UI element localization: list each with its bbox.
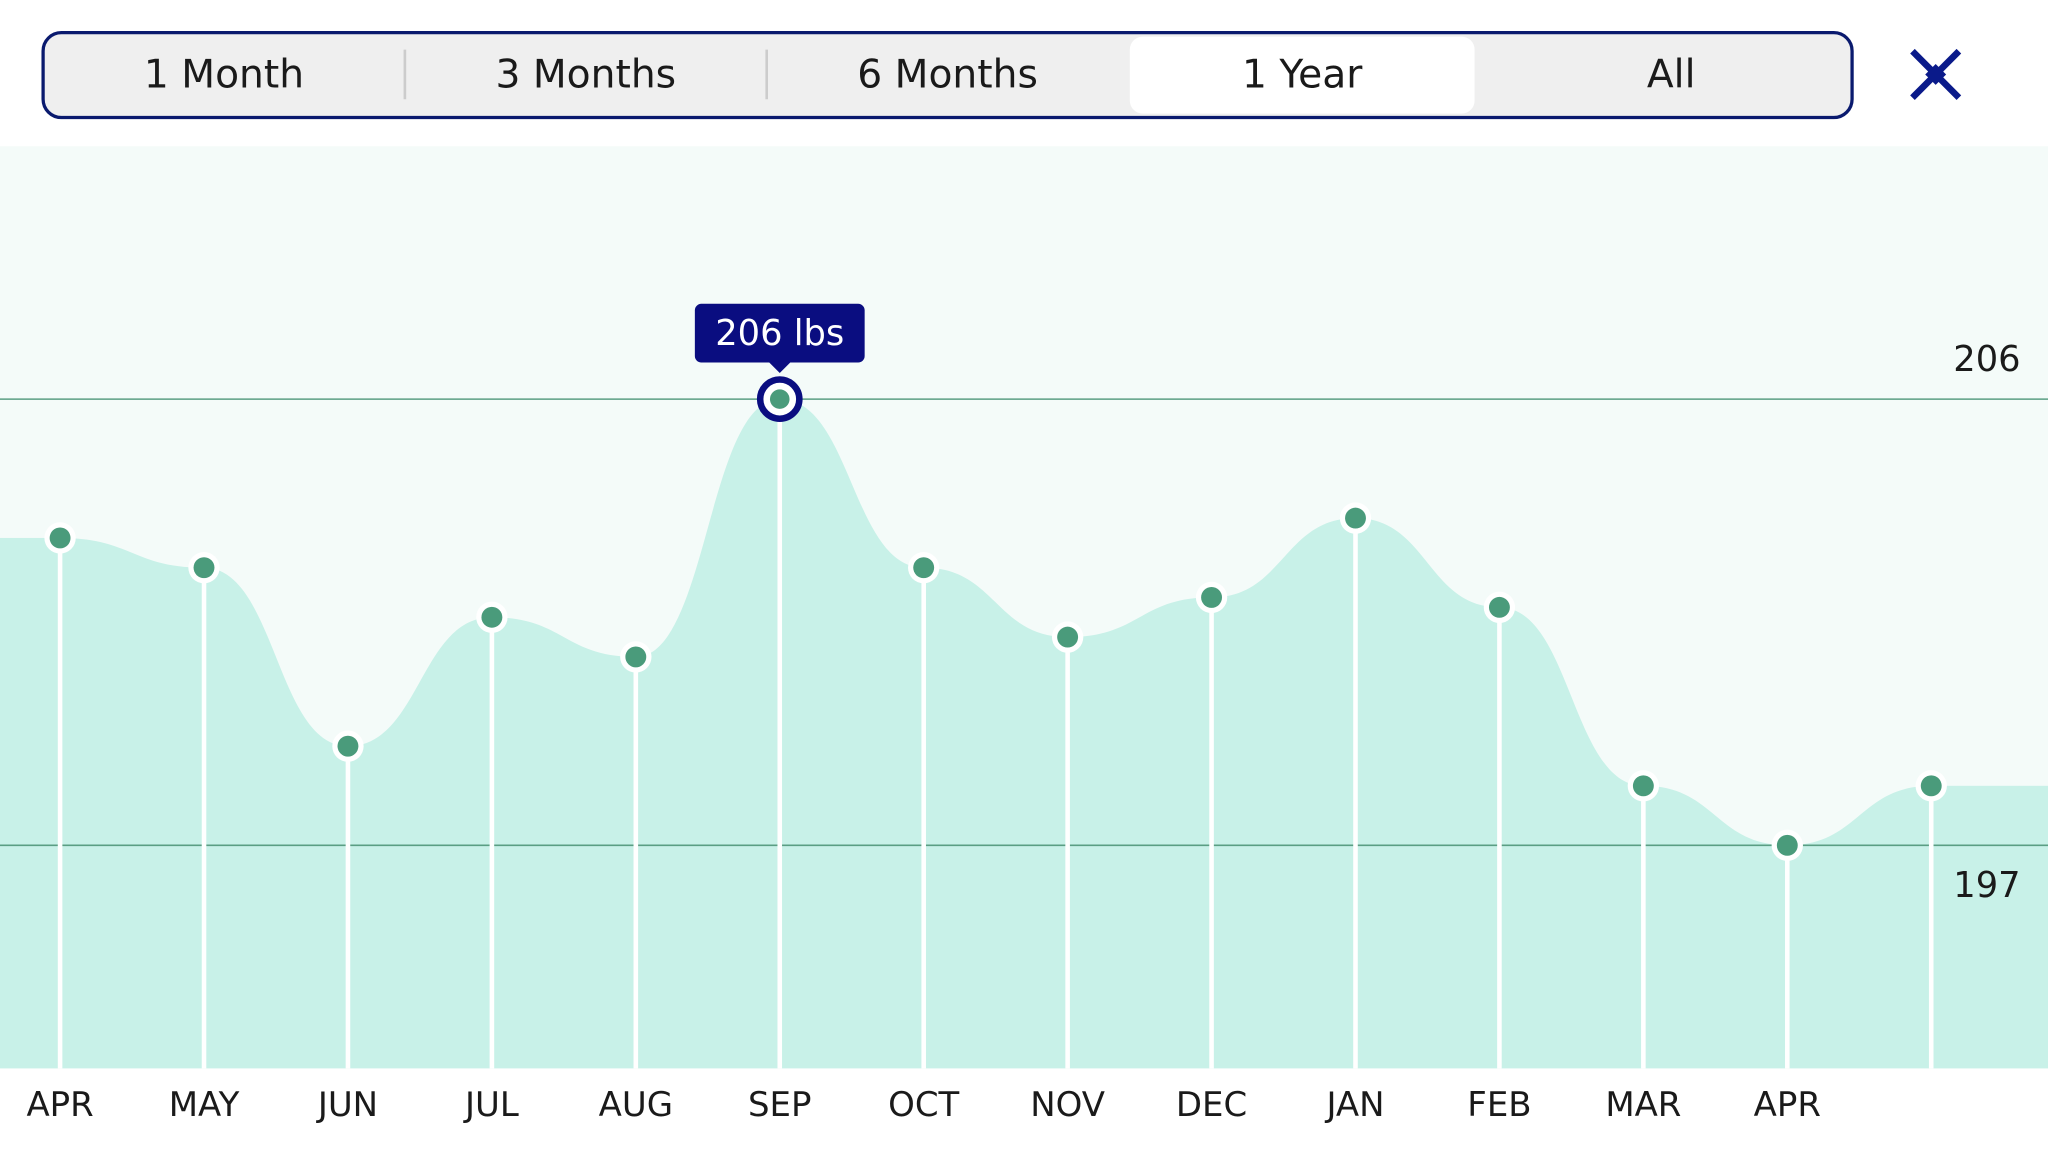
- tooltip-label: 206 lbs: [715, 313, 844, 354]
- x-tick-label: AUG: [599, 1085, 673, 1125]
- data-point[interactable]: [1488, 596, 1510, 618]
- icon-stroke: [1936, 75, 1962, 100]
- data-point[interactable]: [193, 557, 215, 579]
- area-edge: [1931, 785, 2048, 1069]
- icon-stroke: [1910, 48, 1936, 74]
- tab-label[interactable]: 1 Month: [144, 53, 304, 98]
- data-point[interactable]: [1057, 626, 1079, 648]
- x-tick-label: DEC: [1176, 1085, 1247, 1125]
- x-tick-label: MAR: [1605, 1085, 1681, 1125]
- data-point[interactable]: [913, 557, 935, 579]
- area-edge: [0, 537, 61, 1069]
- data-point[interactable]: [481, 606, 503, 628]
- x-tick-label: JUN: [316, 1085, 378, 1125]
- x-tick-label: JUL: [463, 1085, 519, 1125]
- tab-label[interactable]: 1 Year: [1242, 53, 1363, 98]
- tab-label[interactable]: 6 Months: [857, 53, 1038, 98]
- x-tick-label: JAN: [1324, 1085, 1384, 1125]
- tooltip-pointer: [768, 361, 792, 374]
- icon-stroke: [1936, 48, 1962, 74]
- data-point[interactable]: [49, 527, 71, 549]
- data-point[interactable]: [1201, 586, 1223, 608]
- x-tick-label: MAY: [169, 1085, 240, 1125]
- area: [60, 399, 1932, 1069]
- range-selector: 1 Month 3 Months 6 Months 1 Year All: [41, 31, 1854, 120]
- tooltip: [694, 303, 865, 363]
- x-tick-label: FEB: [1467, 1085, 1531, 1125]
- selected-tab: [1129, 36, 1475, 114]
- x-tick-label: NOV: [1030, 1085, 1105, 1125]
- collapse-button[interactable]: [1910, 48, 1962, 100]
- y-tick-label: 197: [1953, 865, 2020, 906]
- x-tick-label: APR: [26, 1085, 93, 1125]
- icon-center: [1925, 64, 1947, 85]
- icon-stroke: [1910, 75, 1936, 100]
- x-tick-label: SEP: [748, 1085, 811, 1125]
- data-point[interactable]: [1345, 507, 1366, 529]
- data-point[interactable]: [1632, 775, 1654, 797]
- x-tick-label: APR: [1754, 1085, 1821, 1125]
- data-point[interactable]: [1776, 834, 1798, 856]
- data-point[interactable]: [769, 389, 790, 409]
- plot: 197 206 APR MAY JUN JUL AUG SEP OCT NOV DEC JAN FEB M…: [0, 303, 2048, 1125]
- y-tick-label: 206: [1953, 339, 2020, 380]
- x-tick-label: OCT: [888, 1085, 959, 1125]
- tab-label[interactable]: 3 Months: [496, 53, 677, 98]
- tab-label[interactable]: All: [1647, 53, 1696, 98]
- data-point[interactable]: [625, 646, 647, 668]
- data-point[interactable]: [1920, 775, 1942, 797]
- data-point[interactable]: [337, 735, 359, 757]
